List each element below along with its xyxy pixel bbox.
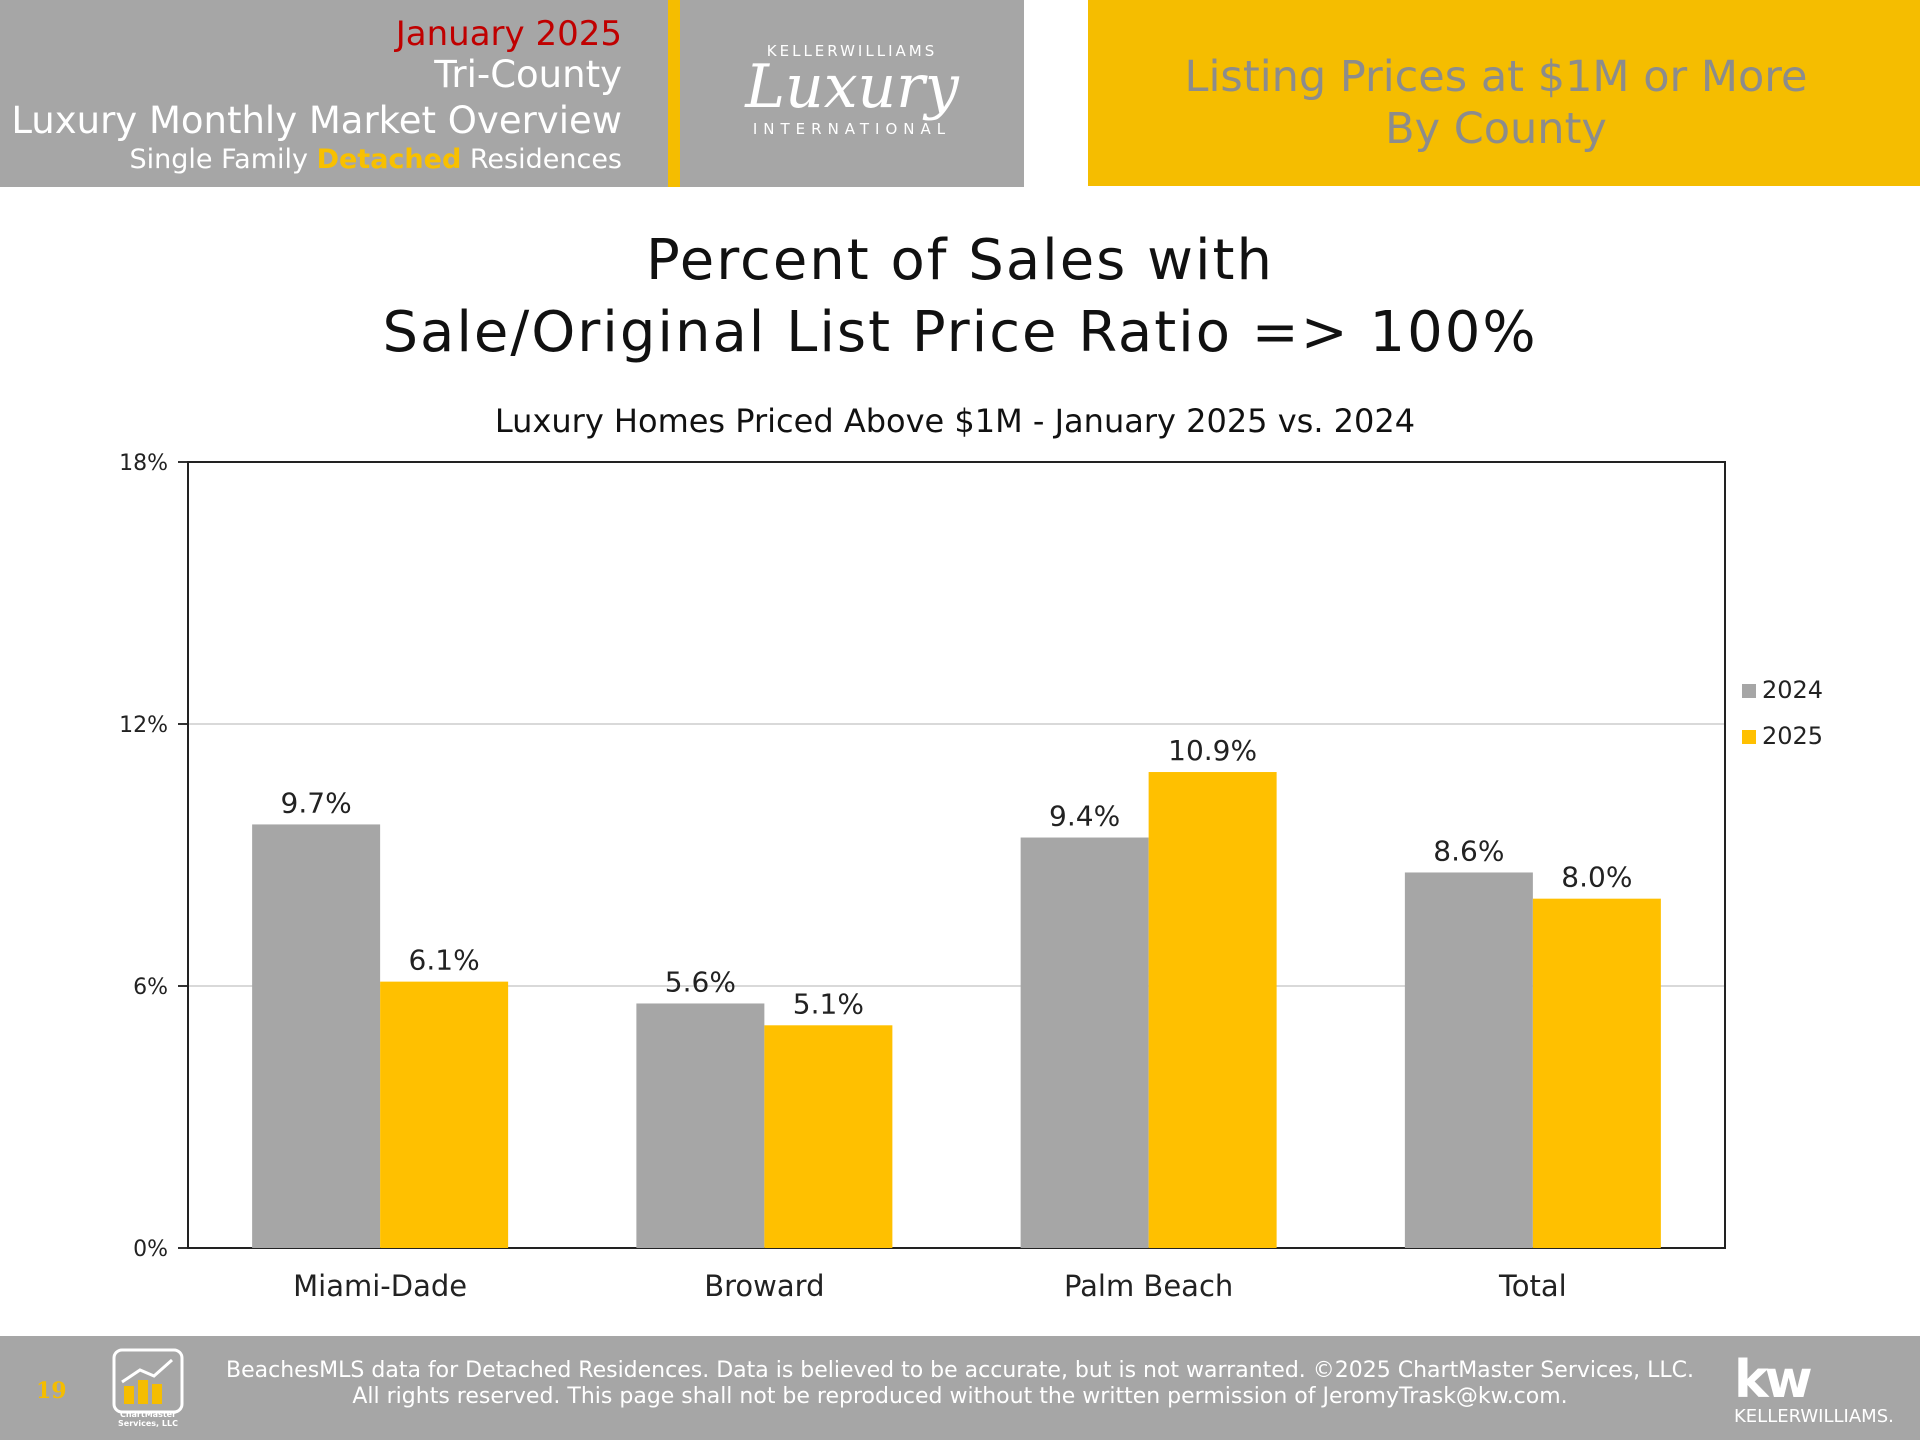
bar-2024 <box>1020 837 1149 1248</box>
bar-2025 <box>764 1025 893 1248</box>
bar-2024 <box>636 1003 765 1248</box>
section-title-line1: Listing Prices at $1M or More <box>1184 52 1808 102</box>
y-tick-label: 0% <box>133 1237 168 1262</box>
data-label: 8.0% <box>1561 861 1632 894</box>
kw-logo: kw <box>1734 1350 1813 1410</box>
bar-2025 <box>1532 898 1661 1248</box>
report-region: Tri-County <box>434 53 622 96</box>
x-tick-label: Miami-Dade <box>293 1269 467 1303</box>
legend-label-2024: 2024 <box>1762 676 1823 704</box>
plot-frame <box>187 461 1726 1249</box>
data-label: 8.6% <box>1433 834 1504 867</box>
report-header: January 2025 Tri-County Luxury Monthly M… <box>0 0 668 187</box>
section-title-line2: By County <box>1385 104 1607 154</box>
y-tick-label: 18% <box>119 451 168 476</box>
report-date: January 2025 <box>395 14 622 54</box>
header-divider <box>668 0 680 187</box>
page-number: 19 <box>36 1378 67 1404</box>
chart-subtitle: Luxury Homes Priced Above $1M - January … <box>494 402 1416 440</box>
x-tick-label: Palm Beach <box>1064 1269 1233 1303</box>
bar-2024 <box>1404 872 1533 1248</box>
bar-2025 <box>380 981 509 1248</box>
chart-title-line1: Percent of Sales with <box>646 228 1274 293</box>
y-tick-label: 6% <box>133 975 168 1000</box>
footer-disclaimer-1: BeachesMLS data for Detached Residences.… <box>226 1358 1694 1383</box>
chartmaster-logo-icon <box>112 1348 184 1414</box>
data-label: 6.1% <box>409 944 480 977</box>
legend-label-2025: 2025 <box>1762 722 1823 750</box>
kw-brand: KELLERWILLIAMS. <box>1734 1406 1894 1427</box>
bar-2024 <box>252 824 381 1248</box>
legend-swatch-2024 <box>1742 684 1756 698</box>
chart-title-line2: Sale/Original List Price Ratio => 100% <box>382 300 1538 365</box>
y-tick-label: 12% <box>119 713 168 738</box>
bar-2025 <box>1148 772 1277 1248</box>
section-header: Listing Prices at $1M or More By County <box>1088 0 1920 186</box>
data-label: 9.7% <box>281 786 352 819</box>
footer-disclaimer-2: All rights reserved. This page shall not… <box>352 1384 1568 1409</box>
chartmaster-logo-text: ChartMaster Services, LLC <box>118 1410 178 1428</box>
report-name: Luxury Monthly Market Overview <box>11 99 622 142</box>
x-tick-label: Broward <box>704 1269 824 1303</box>
bar-chart: 0% 6% 12% 18% 9.7% 6.1% Miami-Dade 5.6% 5.1% Brow… <box>119 451 1823 1303</box>
data-label: 5.6% <box>665 965 736 998</box>
data-label: 10.9% <box>1168 734 1257 767</box>
kw-luxury-logo: KELLERWILLIAMS Luxury INTERNATIONAL <box>680 0 1024 187</box>
report-segment: Single Family Detached Residences <box>129 144 622 175</box>
legend-swatch-2025 <box>1742 730 1756 744</box>
x-tick-label: Total <box>1498 1269 1567 1303</box>
footer: 19 ChartMaster Services, LLC BeachesMLS … <box>0 1336 1920 1440</box>
data-label: 9.4% <box>1049 800 1120 833</box>
data-label: 5.1% <box>793 987 864 1020</box>
